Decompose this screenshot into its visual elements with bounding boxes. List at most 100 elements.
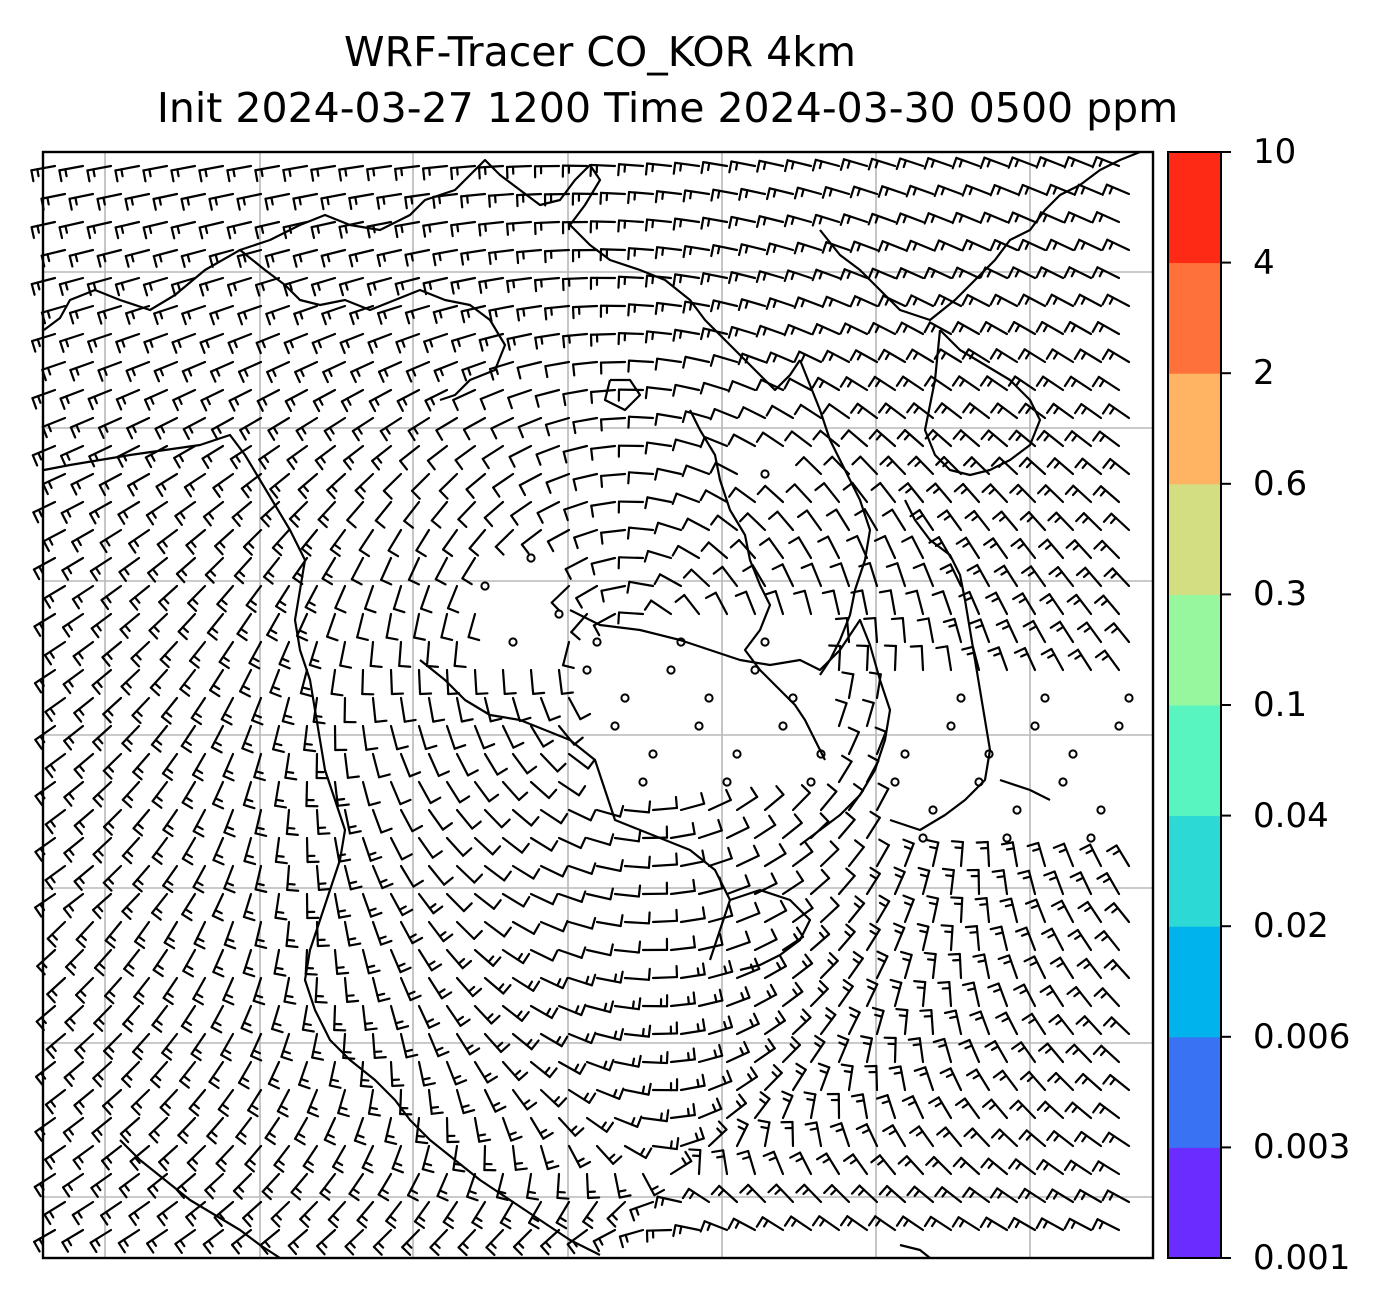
wind-barb <box>654 190 683 204</box>
wind-barb <box>1094 594 1121 616</box>
wind-barb <box>74 1032 95 1060</box>
wind-barb <box>961 293 991 308</box>
wind-barb <box>781 981 804 1008</box>
wind-barb <box>907 455 935 476</box>
wind-barb <box>727 380 757 393</box>
calm-marker <box>1012 805 1022 815</box>
wind-barb <box>1018 1129 1047 1148</box>
wind-barb <box>338 276 365 297</box>
wind-barb <box>923 157 953 170</box>
wind-barb <box>151 892 169 921</box>
wind-barb <box>132 808 151 837</box>
wind-barb <box>590 500 617 518</box>
wind-barb <box>204 556 225 584</box>
wind-barb <box>267 416 291 441</box>
wind-barb <box>361 1144 375 1174</box>
wind-barb <box>912 562 935 588</box>
wind-barb <box>835 698 848 728</box>
wind-barb <box>571 192 599 206</box>
wind-barb <box>73 808 95 836</box>
wind-barb <box>305 892 320 920</box>
wind-barb <box>669 935 696 952</box>
wind-barb <box>433 360 459 383</box>
wind-barb <box>753 814 777 840</box>
wind-barb <box>160 696 179 725</box>
wind-barb <box>460 192 487 209</box>
wind-barb <box>62 1116 85 1143</box>
wind-barb <box>427 920 454 943</box>
wind-barb <box>376 248 403 268</box>
wind-barb <box>901 1095 925 1120</box>
wind-barb <box>841 671 855 700</box>
wind-barb <box>557 668 574 695</box>
wind-barb <box>315 864 332 892</box>
wind-barb <box>46 920 67 948</box>
wind-barb <box>216 584 235 613</box>
wind-barb <box>613 884 642 898</box>
wind-barb <box>1096 872 1121 896</box>
wind-barb <box>539 864 569 878</box>
wind-barb <box>147 1172 169 1199</box>
wind-barb <box>371 1032 387 1060</box>
wind-barb <box>1045 183 1075 197</box>
wind-barb <box>93 1004 113 1032</box>
wind-barb <box>133 976 151 1005</box>
wind-barb <box>114 220 141 240</box>
wind-barb <box>672 1224 701 1238</box>
wind-barb <box>98 472 123 497</box>
wind-barb <box>1074 1072 1103 1092</box>
wind-barb <box>102 864 123 892</box>
wind-barb <box>41 360 67 382</box>
wind-barb <box>644 330 673 344</box>
wind-barb <box>739 1183 767 1204</box>
wind-barb <box>199 332 225 354</box>
wind-barb <box>369 640 383 669</box>
wind-barb <box>784 430 813 448</box>
wind-barb <box>417 892 444 915</box>
wind-barb <box>617 556 645 570</box>
wind-barb <box>539 976 569 990</box>
wind-barb <box>343 752 360 779</box>
wind-barb <box>442 528 459 558</box>
wind-barb <box>269 472 291 499</box>
wind-barb <box>837 1034 850 1064</box>
wind-barb <box>1102 512 1131 532</box>
wind-barb <box>121 836 141 865</box>
wind-barb <box>276 1088 291 1118</box>
wind-barb <box>934 1186 963 1204</box>
wind-barb <box>1008 1158 1037 1176</box>
wind-barb <box>909 508 935 532</box>
wind-barb <box>700 541 729 560</box>
wind-barb <box>534 332 561 350</box>
wind-barb <box>936 1126 963 1148</box>
wind-barb <box>344 1228 365 1256</box>
wind-barb <box>1013 983 1037 1008</box>
wind-barb <box>73 752 95 779</box>
coastline-korea-west <box>603 378 826 761</box>
wind-barb <box>613 1172 632 1199</box>
wind-barb <box>951 1216 981 1232</box>
wind-barb <box>1102 1016 1131 1036</box>
wind-barb <box>371 752 391 779</box>
wind-barb <box>533 220 561 236</box>
wind-barb <box>557 1003 587 1017</box>
wind-barb <box>1026 841 1047 868</box>
wind-barb <box>389 892 414 917</box>
wind-barb <box>242 528 263 556</box>
wind-barb <box>148 612 169 640</box>
wind-barb <box>45 1032 67 1059</box>
wind-barb <box>788 536 813 560</box>
wind-barb <box>926 895 940 924</box>
wind-barb <box>389 948 412 974</box>
wind-barb <box>252 976 266 1006</box>
wind-barb <box>837 867 856 896</box>
wind-barb <box>795 1183 823 1204</box>
wind-barb <box>242 780 256 810</box>
wind-barb <box>125 304 151 325</box>
wind-barb <box>1076 621 1103 644</box>
wind-barb <box>756 484 785 504</box>
wind-barb <box>627 247 655 261</box>
wind-barb <box>617 331 645 346</box>
wind-barb <box>800 562 823 588</box>
wind-barb <box>905 294 935 308</box>
